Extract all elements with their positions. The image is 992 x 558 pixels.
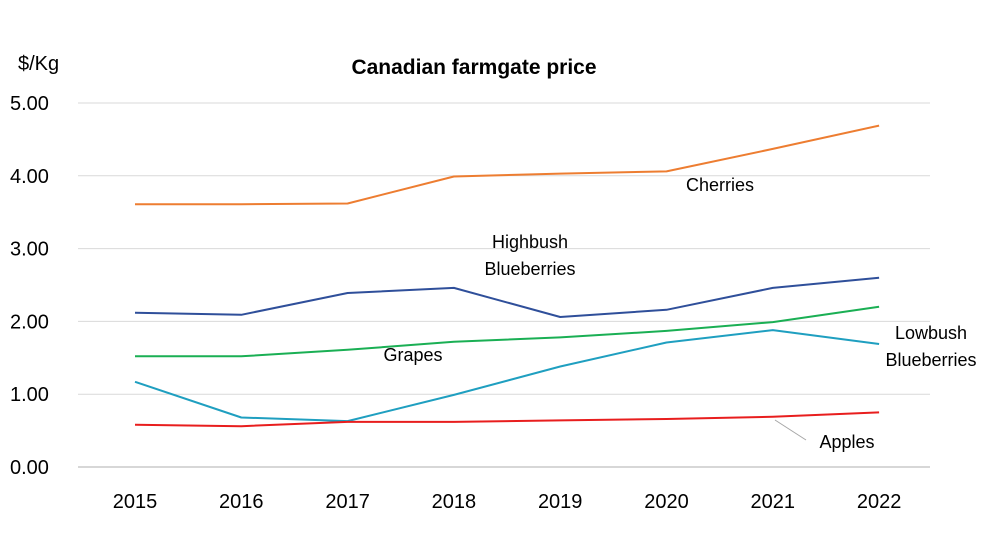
series-annotations: Cherries Highbush Blueberries Grapes Lowbush…: [383, 175, 976, 452]
x-tick-label: 2020: [644, 491, 689, 513]
x-tick-label: 2017: [325, 491, 370, 513]
annotation-lowbush-blueberries: Lowbush Blueberries: [885, 323, 976, 370]
y-tick-label: 4.00: [10, 166, 49, 188]
y-tick-label: 0.00: [10, 457, 49, 479]
x-tick-label: 2022: [857, 491, 902, 513]
x-tick-label: 2015: [113, 491, 158, 513]
series-line-grapes: [135, 305, 880, 358]
annotation-highbush-blueberries: Highbush Blueberries: [484, 232, 575, 279]
x-tick-label: 2016: [219, 491, 264, 513]
series-line-lowbush-blueberries: [134, 329, 880, 423]
chart-title: Canadian farmgate price: [351, 56, 596, 79]
annotation-cherries: Cherries: [686, 175, 754, 195]
y-tick-label: 5.00: [10, 93, 49, 115]
annotation-grapes: Grapes: [383, 345, 442, 365]
series-line-highbush-blueberries: [134, 276, 880, 318]
gridlines: [78, 102, 930, 395]
series-line-apples: [134, 411, 880, 428]
series-line-cherries: [135, 124, 880, 206]
y-axis-unit-label: $/Kg: [18, 53, 59, 75]
series-lines: [134, 124, 880, 428]
y-tick-label: 2.00: [10, 311, 49, 333]
y-tick-label: 3.00: [10, 239, 49, 261]
axes: 0.00 1.00 2.00 3.00 4.00 5.00 2015 2016 2017 2018…: [10, 93, 930, 513]
y-tick-label: 1.00: [10, 384, 49, 406]
x-tick-label: 2021: [751, 491, 796, 513]
annotation-leader-line: [774, 419, 807, 441]
x-tick-label: 2018: [432, 491, 477, 513]
annotation-apples: Apples: [819, 432, 874, 452]
x-tick-label: 2019: [538, 491, 583, 513]
